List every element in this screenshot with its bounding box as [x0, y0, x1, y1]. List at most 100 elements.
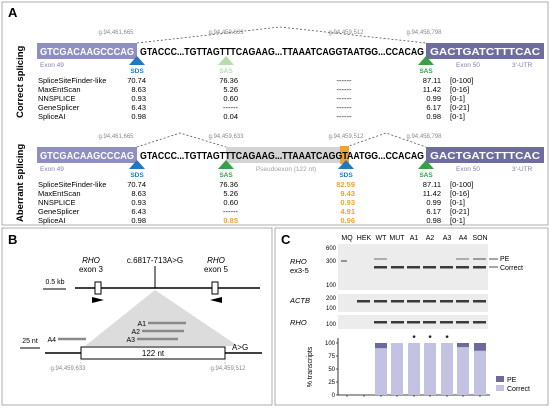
tool-name: SpliceSiteFinder-like [38, 76, 106, 85]
band-label-correct: Correct [500, 265, 523, 272]
score-value: 6.43 [131, 103, 146, 112]
correct-band [391, 266, 404, 269]
correct-splicing-label: Correct splicing [15, 45, 26, 118]
lane-label: WT [376, 235, 388, 242]
band [391, 321, 404, 324]
amplicon-label: A4 [47, 337, 56, 344]
band [440, 321, 453, 324]
score-value: ------ [337, 76, 352, 85]
score-value: 5.26 [223, 85, 238, 94]
score-value: ------ [337, 94, 352, 103]
tool-name: MaxEntScan [38, 189, 81, 198]
panel-a: A Correct splicing g.94,461,665 g.94,459… [1, 1, 549, 226]
zoom-region [85, 290, 238, 346]
score-value: ------ [337, 85, 352, 94]
correct-band [440, 266, 453, 269]
splice-acceptor-site-icon [218, 56, 234, 65]
significance-marker: * [445, 334, 449, 343]
amplicon-label: A1 [137, 321, 146, 328]
y-axis-label: % transcripts [307, 346, 314, 387]
correct-splicing: Correct splicing g.94,461,665 g.94,459,6… [15, 26, 544, 121]
bar-correct-a2 [424, 343, 436, 395]
exon-49-box [37, 147, 137, 163]
correct-band [407, 266, 420, 269]
score-value: 11.42 [423, 85, 441, 94]
y-ticks: 0 25 50 75 100 [325, 341, 338, 399]
coord-label: g.94,459,512 [328, 30, 364, 36]
correct-band [423, 266, 436, 269]
score-range: [0-21] [450, 207, 469, 216]
lane-label: A4 [459, 235, 468, 242]
exon-50-label: Exon 50 [456, 62, 480, 69]
band [423, 321, 436, 324]
legend-label-correct: Correct [507, 386, 530, 393]
tool-name: NNSPLICE [38, 94, 76, 103]
score-value: ------ [337, 103, 352, 112]
y-tick-label: 100 [325, 341, 336, 347]
legend-swatch-correct [496, 385, 504, 391]
tool-name: MaxEntScan [38, 85, 81, 94]
coord-label: g.94,461,665 [98, 134, 134, 140]
band [407, 300, 420, 303]
score-value: 76.36 [219, 76, 238, 85]
aberrant-splicing: Aberrant splicing g.94,461,665 g.94,459,… [15, 132, 544, 225]
bar-pe-wt [375, 343, 387, 349]
band [423, 300, 436, 303]
correct-band [473, 266, 486, 269]
band [456, 300, 469, 303]
score-value: ------ [223, 207, 238, 216]
coord-label: g.94,459,512 [328, 134, 364, 140]
gel-bands [341, 258, 486, 269]
site-badge: SDS [130, 68, 144, 75]
score-value: 87.11 [423, 180, 441, 189]
exon-50-sequence: GACTGATCTTTCAC [430, 46, 540, 58]
exon-49-box [37, 43, 137, 59]
coord-left: g.94,459,633 [50, 366, 86, 372]
score-value: 0.98 [426, 216, 441, 225]
mutation-highlight [340, 146, 349, 164]
band [374, 321, 387, 324]
gel-bands [357, 300, 486, 303]
band [473, 300, 486, 303]
tool-name: NNSPLICE [38, 198, 76, 207]
score-table-correct: SpliceSiteFinder-like MaxEntScan NNSPLIC… [38, 76, 473, 121]
scale-label: 25 nt [22, 338, 38, 345]
variant-label: c.6817-713A>G [127, 256, 183, 265]
lane-labels: MQ HEK WT MUT A1 A2 A3 A4 SON [341, 235, 487, 242]
bars: * * * [346, 334, 486, 397]
site-badge: SDS [130, 172, 144, 179]
exon-49-label: Exon 49 [40, 166, 64, 173]
score-value: 0.98 [131, 216, 146, 225]
band [473, 321, 486, 324]
score-range: [0-1] [450, 216, 465, 225]
aberrant-splicing-label: Aberrant splicing [15, 144, 26, 222]
exon-49-sequence: GTCGACAAGCCCAG [40, 150, 134, 162]
score-value: 70.74 [127, 76, 146, 85]
score-value: 87.11 [423, 76, 441, 85]
bar-correct-wt [375, 348, 387, 395]
gel-gene-label: RHO [290, 318, 307, 327]
bar-correct-a4 [457, 347, 469, 395]
score-value: ------ [223, 103, 238, 112]
transcript-bar-chart: % transcripts 0 25 50 75 100 * * * PE Correct [307, 334, 530, 399]
lane-label: MUT [389, 235, 405, 242]
score-value: 5.26 [223, 189, 238, 198]
gel-sub-label: ex3-5 [290, 266, 309, 275]
tool-name: SpliceSiteFinder-like [38, 180, 106, 189]
site-badge: SAS [419, 68, 433, 75]
forward-primer-icon [92, 297, 104, 303]
pe-band [456, 258, 469, 260]
exon-3-label: exon 3 [79, 265, 104, 274]
score-range: [0-100] [450, 76, 473, 85]
splice-acceptor-site-icon [218, 160, 234, 169]
score-value-changed: 0.85 [223, 216, 238, 225]
bar-pe-son [474, 343, 486, 351]
gel-gene-label: RHO [290, 257, 307, 266]
pe-band [374, 258, 387, 260]
score-range: [0-16] [450, 85, 469, 94]
bar-correct-son [474, 350, 486, 395]
exon-5-gene: RHO [207, 256, 225, 265]
coord-right: g.94,459,512 [210, 366, 246, 372]
lane-label: A3 [443, 235, 452, 242]
